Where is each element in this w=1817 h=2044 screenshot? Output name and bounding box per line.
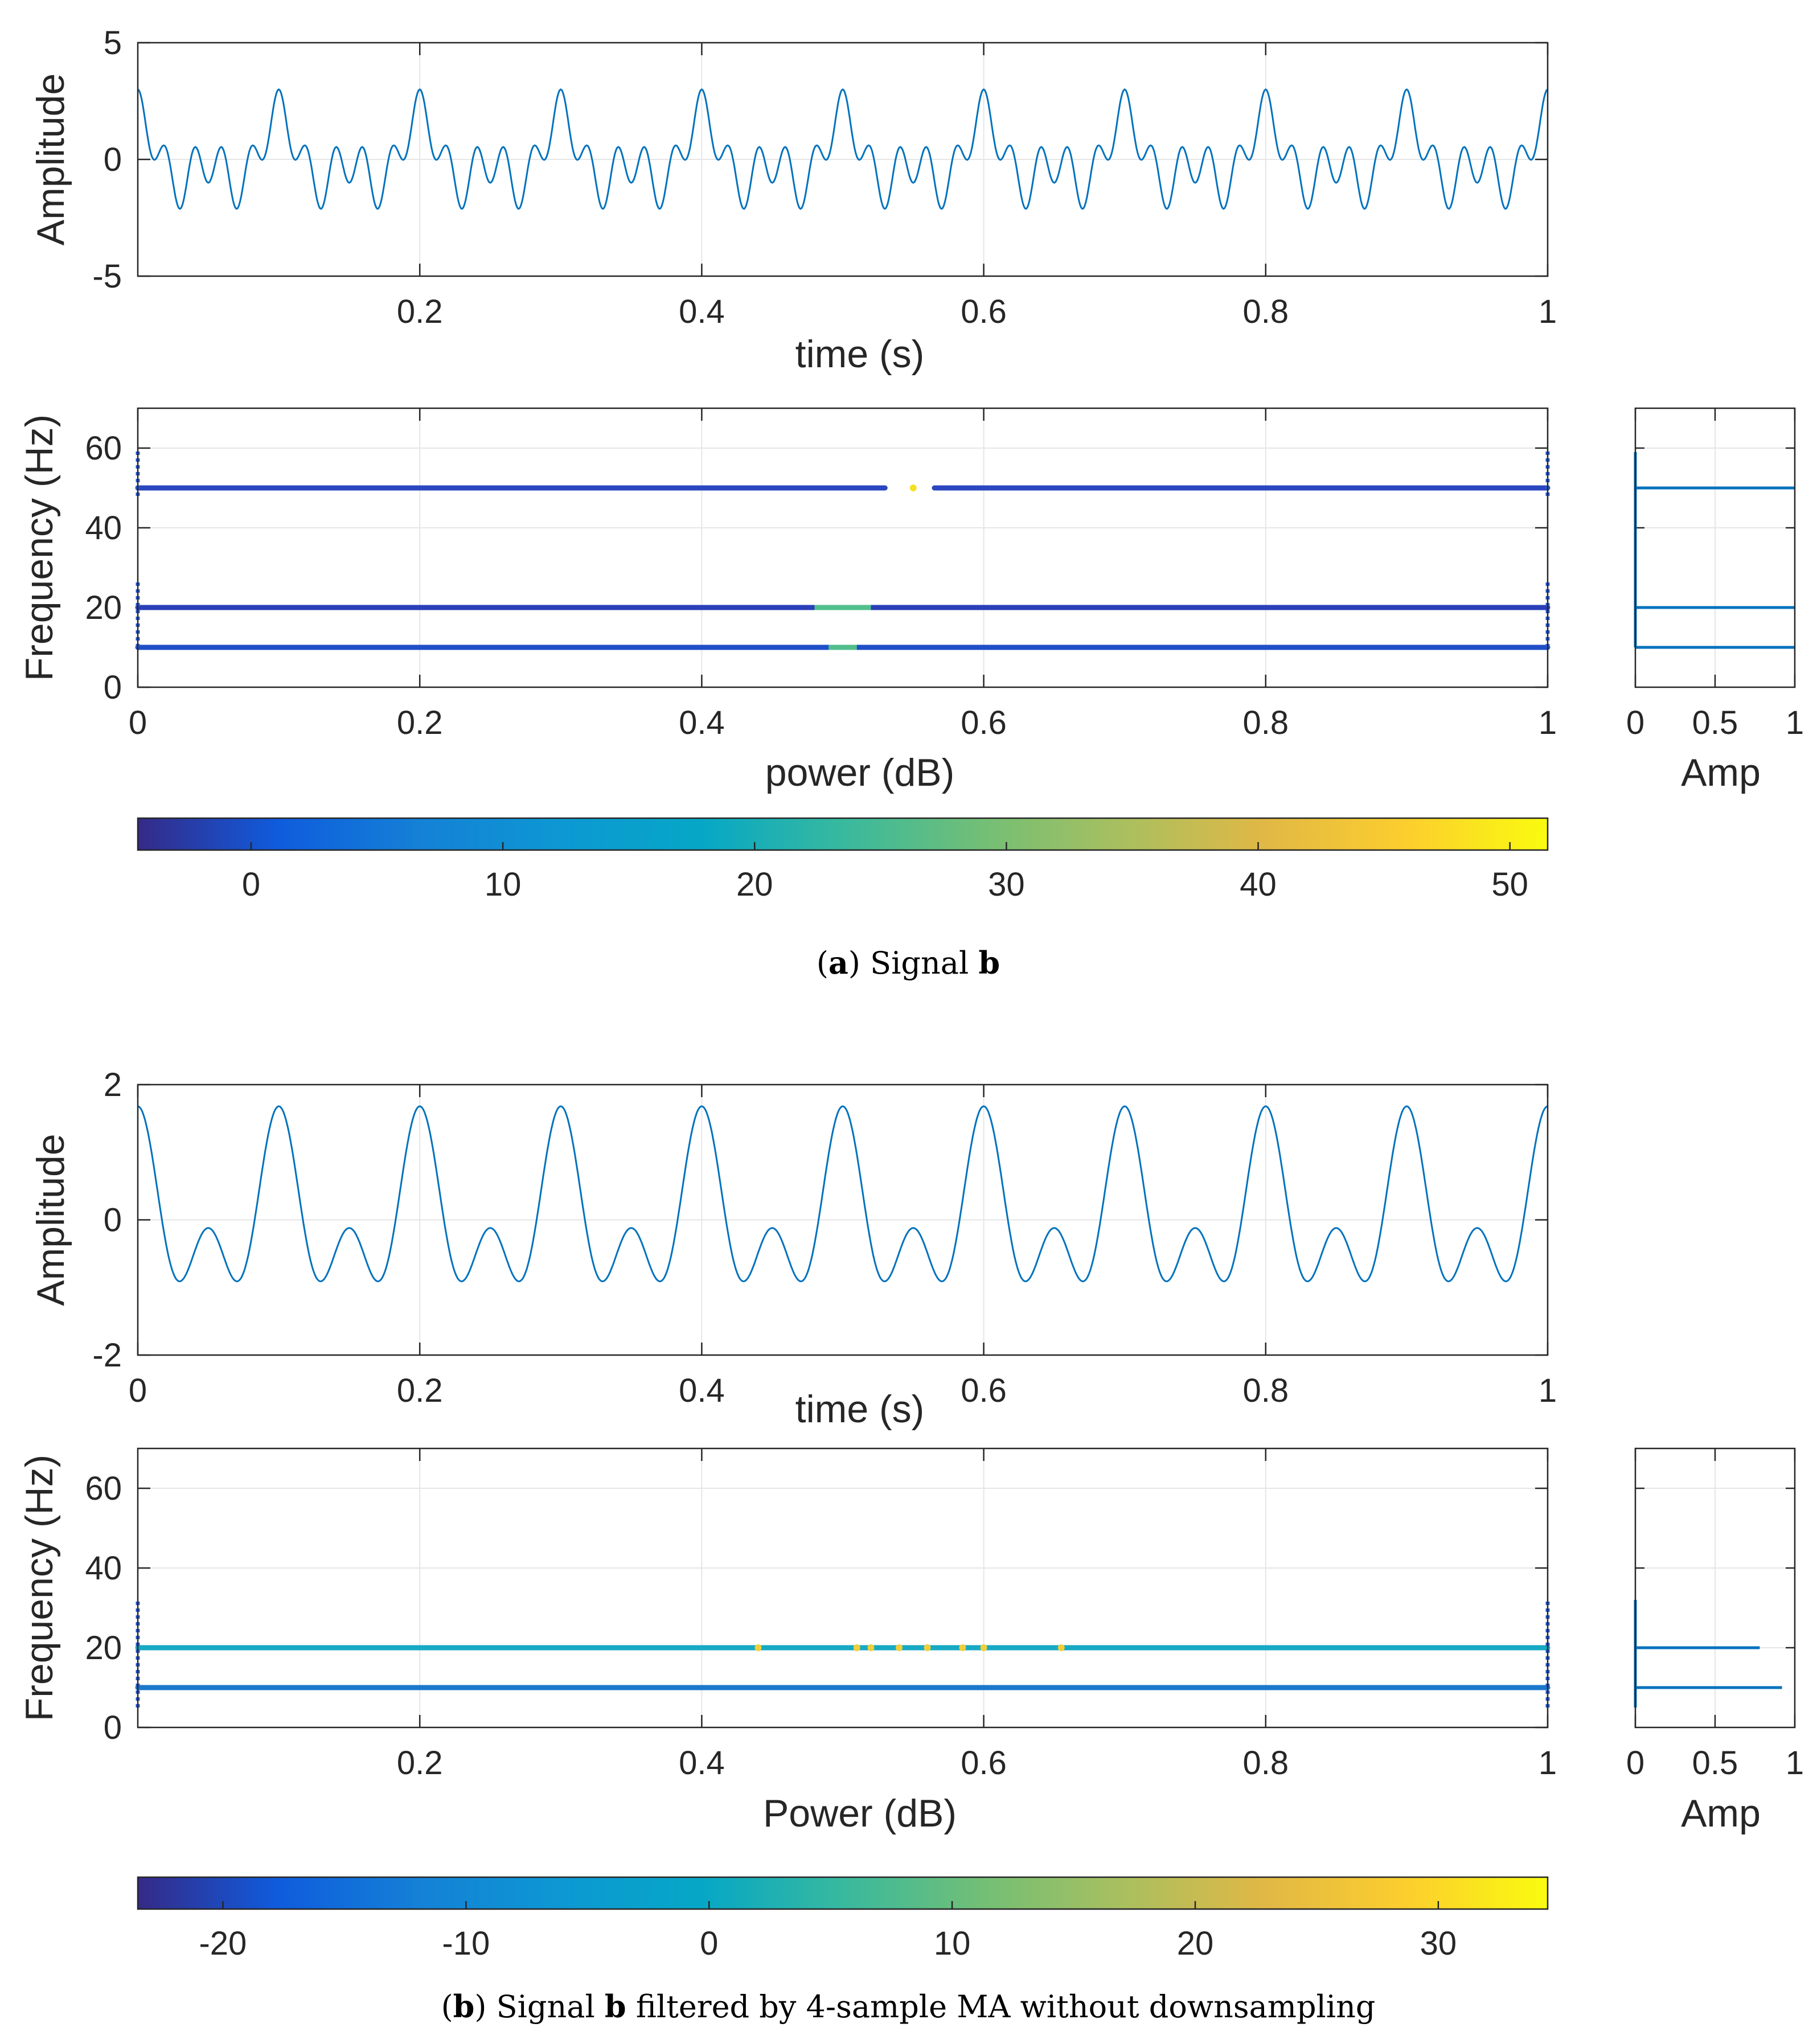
time-plot-x-tick-label: 0 (129, 1372, 147, 1409)
tf-plot-y-tick-label: 60 (85, 430, 122, 467)
tf-y-axis-label: Frequency (Hz) (18, 1455, 61, 1722)
time-plot-box (137, 1083, 1549, 1356)
colorbar-tick-label: 10 (485, 866, 522, 903)
tf-ridge-hot-point (896, 1644, 903, 1651)
tf-plot-plot-area (138, 408, 1548, 687)
tf-ridge-hot-point (867, 1644, 875, 1651)
panel-a: 0.2 0.4 0.6 0.8 1 -5 0 5 time (s) Amplitude 0 0.2 0.… (18, 24, 1804, 981)
tf-plot-x-tick-label: 0.6 (961, 704, 1007, 741)
tf-ridge-hot-point (909, 485, 917, 491)
tf-plot-x-tick-label: 1 (1539, 704, 1557, 741)
tf-x-axis-label: power (dB) (765, 751, 955, 794)
colorbar-tick-label: 20 (736, 866, 773, 903)
time-plot-x-tick-label: 1 (1539, 293, 1557, 330)
tf-ridge-hot-point (924, 1644, 931, 1651)
time-plot-x-tick-label: 0.6 (961, 1372, 1007, 1409)
amp-plot-x-tick-label: 0 (1626, 704, 1644, 741)
amp-plot-box (1634, 1447, 1796, 1729)
tf-x-axis-label: Power (dB) (763, 1792, 957, 1835)
tf-plot-y-tick-label: 0 (104, 1709, 122, 1746)
time-plot-y-tick-label: 0 (104, 1202, 122, 1239)
colorbar-tick-label: -20 (199, 1925, 247, 1962)
tf-plot-x-tick-label: 1 (1539, 1745, 1557, 1782)
tf-ridge-hot-point (980, 1644, 987, 1651)
caption: (a) Signal b (817, 945, 1000, 981)
tf-ridge-hot-point (959, 1644, 966, 1651)
time-plot-x-tick-label: 0.8 (1242, 293, 1289, 330)
amp-x-axis-label: Amp (1681, 1792, 1761, 1835)
colorbar-tick-label: 50 (1491, 866, 1528, 903)
tf-y-axis-label: Frequency (Hz) (18, 414, 61, 682)
tf-plot-y-tick-label: 40 (85, 510, 122, 547)
colorbar-tick-label: 30 (988, 866, 1025, 903)
tf-plot-y-tick-label: 60 (85, 1470, 122, 1507)
time-x-axis-label: time (s) (795, 333, 925, 376)
colorbar (137, 817, 1549, 851)
amp-x-axis-label: Amp (1681, 751, 1761, 794)
time-plot-box (137, 42, 1549, 277)
time-plot-x-tick-label: 0.6 (961, 293, 1007, 330)
tf-ridge-hot-point (754, 1644, 762, 1651)
colorbar-tick-label: 30 (1420, 1925, 1457, 1962)
time-plot-y-tick-label: 2 (104, 1066, 122, 1103)
time-plot-x-tick-label: 1 (1539, 1372, 1557, 1409)
tf-ridge-hot-point (1057, 1644, 1065, 1651)
time-signal-line (137, 1105, 1548, 1283)
colorbar (137, 1876, 1549, 1910)
tf-plot-x-tick-label: 0.4 (679, 1745, 725, 1782)
tf-plot-box (137, 407, 1549, 688)
tf-plot-y-tick-label: 20 (85, 1630, 122, 1667)
colorbar-tick-label: 20 (1177, 1925, 1214, 1962)
tf-plot-x-tick-label: 0.2 (397, 704, 443, 741)
tf-plot-y-tick-label: 20 (85, 589, 122, 626)
time-plot-y-tick-label: 0 (104, 141, 122, 178)
time-plot-y-tick-label: -5 (92, 258, 122, 295)
time-signal-line (137, 88, 1548, 210)
tf-plot-plot-area (138, 1448, 1548, 1727)
time-plot-y-tick-label: 5 (104, 24, 122, 61)
colorbar-tick-label: -10 (442, 1925, 490, 1962)
time-y-axis-label: Amplitude (29, 1134, 72, 1306)
colorbar-tick-label: 40 (1240, 866, 1277, 903)
time-plot-x-tick-label: 0.4 (679, 293, 725, 330)
colorbar-tick-label: 0 (242, 866, 260, 903)
colorbar-tick-label: 0 (700, 1925, 718, 1962)
time-plot-x-tick-label: 0.4 (679, 1372, 725, 1409)
amp-plot-box (1634, 407, 1796, 688)
amp-plot-x-tick-label: 0.5 (1692, 704, 1738, 741)
amp-plot-x-tick-label: 1 (1786, 704, 1804, 741)
time-plot-x-tick-label: 0.2 (397, 1372, 443, 1409)
caption: (b) Signal b filtered by 4-sample MA wit… (441, 1988, 1376, 2025)
colorbar-tick-label: 10 (934, 1925, 971, 1962)
time-plot-x-tick-label: 0.2 (397, 293, 443, 330)
tf-ridge-hot-point (853, 1644, 860, 1651)
time-x-axis-label: time (s) (795, 1388, 925, 1431)
tf-plot-y-tick-label: 0 (104, 669, 122, 706)
time-plot-x-tick-label: 0.8 (1242, 1372, 1289, 1409)
tf-plot-x-tick-label: 0.8 (1242, 1745, 1289, 1782)
tf-plot-x-tick-label: 0.8 (1242, 704, 1289, 741)
amp-plot-x-tick-label: 0.5 (1692, 1745, 1738, 1782)
tf-plot-y-tick-label: 40 (85, 1550, 122, 1587)
tf-plot-x-tick-label: 0.2 (397, 1745, 443, 1782)
tf-plot-box (137, 1447, 1549, 1729)
amp-plot-x-tick-label: 1 (1786, 1745, 1804, 1782)
tf-plot-x-tick-label: 0.6 (961, 1745, 1007, 1782)
time-y-axis-label: Amplitude (29, 73, 72, 245)
amp-plot-x-tick-label: 0 (1626, 1745, 1644, 1782)
tf-plot-x-tick-label: 0.4 (679, 704, 725, 741)
tf-plot-x-tick-label: 0 (129, 704, 147, 741)
time-plot-y-tick-label: -2 (92, 1337, 122, 1374)
